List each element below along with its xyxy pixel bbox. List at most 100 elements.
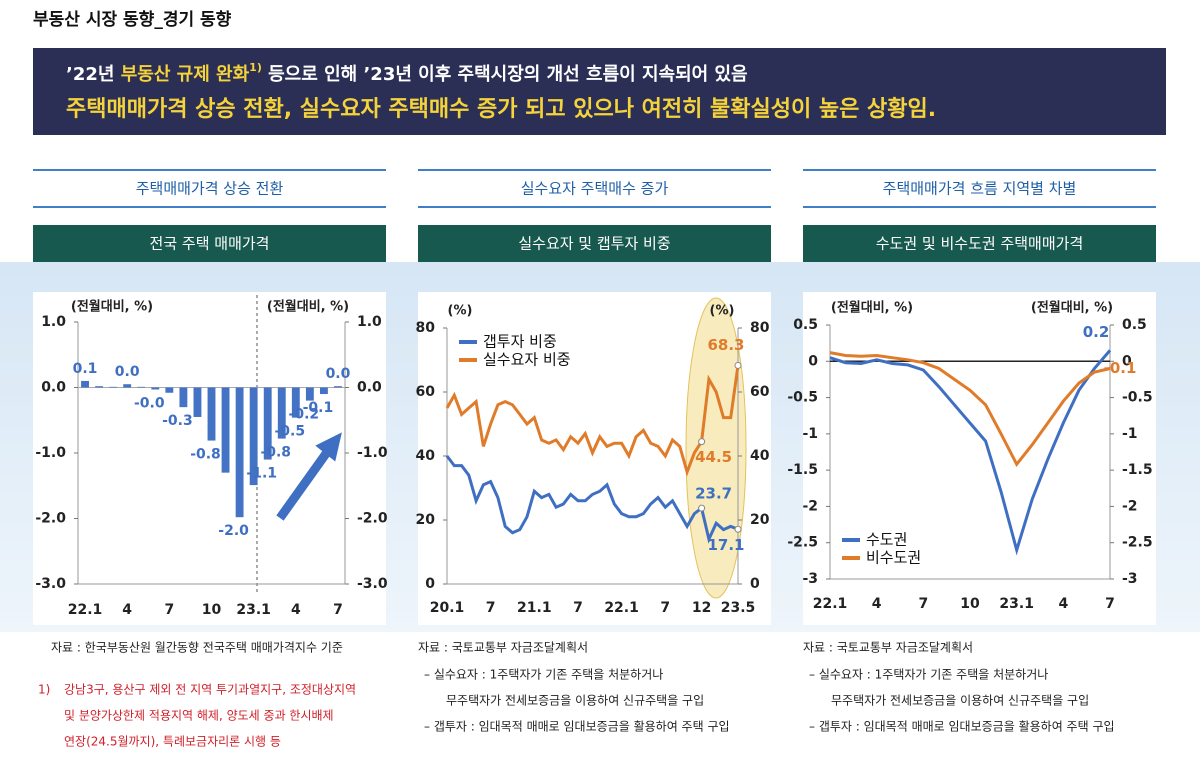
y-tick-label: 0 <box>808 353 818 369</box>
y-tick-label: 80 <box>416 320 436 336</box>
x-tick-label: 20.1 <box>430 600 465 616</box>
note-line: – 실수요자 : 1주택자가 기존 주택을 처분하거나 <box>809 668 1048 682</box>
trend-arrow <box>276 445 334 521</box>
y-tick-label: -0.5 <box>787 390 818 406</box>
charts: (전월대비, %) (전월대비, %) 1.0 0.0 -1.0 -2.0 -3.0 1.0 0… <box>35 299 1152 619</box>
y2-tick-label: 0.0 <box>357 380 382 396</box>
x-tick-label: 4 <box>872 596 882 612</box>
y-tick-label: 20 <box>416 512 436 528</box>
bar <box>305 387 314 401</box>
y2-tick-label: 0.5 <box>1122 317 1147 333</box>
subtitle: 전국 주택 매매가격 <box>150 235 270 253</box>
x-tick-label: 12 <box>692 600 711 616</box>
y-tick-label: 0.0 <box>41 380 66 396</box>
y-tick-label: -3 <box>802 571 818 587</box>
bar <box>263 387 272 460</box>
y-axis-label: (전월대비, %) <box>71 299 153 315</box>
point <box>698 504 706 512</box>
x-tick-label: 10 <box>202 602 222 618</box>
y2-tick-label: 60 <box>750 384 770 400</box>
data-label: -0.8 <box>260 445 291 461</box>
x-tick-label: 22.1 <box>604 600 639 616</box>
page-title: 부동산 시장 동향_경기 동향 <box>33 9 232 30</box>
y2-tick-label: -1.0 <box>357 445 388 461</box>
note-line: – 갭투자 : 임대목적 매매로 임대보증금을 활용하여 주택 구입 <box>424 720 730 734</box>
data-label: -0.2 <box>289 407 320 423</box>
series-line <box>829 349 1112 556</box>
y-tick-label: 60 <box>416 384 436 400</box>
bar <box>319 387 328 395</box>
data-label: -0.8 <box>190 447 221 463</box>
data-label: 0.0 <box>326 366 351 382</box>
bar <box>109 386 118 388</box>
banner <box>33 48 1166 135</box>
data-label: -0.1 <box>1104 359 1137 377</box>
section-title: 주택매매가격 상승 전환 <box>136 180 284 198</box>
subtitle-bar <box>803 225 1156 262</box>
data-label: -0.5 <box>275 424 306 440</box>
footnote-line: 연장(24.5월까지), 특례보금자리론 시행 등 <box>64 734 281 749</box>
highlight-ellipse <box>685 297 747 599</box>
data-label: 0.0 <box>115 364 140 380</box>
bar <box>137 386 146 388</box>
legend-label: 갭투자 비중 <box>483 333 557 351</box>
subtitle: 실수요자 및 캡투자 비중 <box>518 235 670 253</box>
x-tick-label: 7 <box>333 602 343 618</box>
y-tick-label: 40 <box>416 448 436 464</box>
y2-tick-label: -1.5 <box>1122 462 1153 478</box>
subtitle-bar <box>33 225 386 262</box>
subtitle-bar <box>418 225 771 262</box>
x-tick-label: 10 <box>960 596 980 612</box>
note-line: 무주택자가 전세보증금을 이용하여 신규주택을 구입 <box>446 694 704 708</box>
point <box>734 525 742 533</box>
data-label: -2.0 <box>218 523 249 539</box>
y2-tick-label: 1.0 <box>357 314 382 330</box>
bar <box>291 387 300 418</box>
notes: 자료 : 한국부동산원 월간동향 전국주택 매매가격지수 기준 자료 : 국토교통… <box>38 641 1115 749</box>
data-label: 0.2 <box>1083 323 1110 341</box>
banner-superscript: 1) <box>249 61 262 74</box>
bar <box>123 384 132 388</box>
bar <box>151 387 160 390</box>
legend-label: 비수도권 <box>866 549 921 567</box>
note-line: – 갭투자 : 임대목적 매매로 임대보증금을 활용하여 주택 구입 <box>809 720 1115 734</box>
x-tick-label: 7 <box>164 602 174 618</box>
bar <box>277 387 286 439</box>
y2-axis-label: (전월대비, %) <box>1031 300 1113 316</box>
y2-tick-label: -1 <box>1122 426 1138 442</box>
note-line: 무주택자가 전세보증금을 이용하여 신규주택을 구입 <box>831 694 1089 708</box>
x-tick-label: 7 <box>486 600 496 616</box>
footnote-line: 및 분양가상한제 적용지역 해제, 양도세 중과 한시배제 <box>64 709 334 723</box>
subtitle: 수도권 및 비수도권 주택매매가격 <box>876 235 1084 253</box>
bar <box>81 380 89 388</box>
data-label: 0.1 <box>73 361 98 377</box>
x-tick-label: 4 <box>291 602 301 618</box>
footnote-line: 강남3구, 용산구 제외 전 지역 투기과열지구, 조정대상지역 <box>64 683 356 697</box>
trend-arrow-head <box>315 432 342 462</box>
y-tick-label: -3.0 <box>35 576 66 592</box>
x-tick-label: 4 <box>1058 596 1068 612</box>
series-line <box>445 365 740 477</box>
source: 자료 : 국토교통부 자금조달계획서 <box>418 641 588 655</box>
y2-tick-label: -0.5 <box>1122 390 1153 406</box>
x-tick-label: 23.5 <box>721 600 756 616</box>
y-tick-label: 0.5 <box>793 317 818 333</box>
bar <box>193 387 202 417</box>
legend-label: 수도권 <box>866 531 907 549</box>
footnote-marker: 1) <box>38 683 50 697</box>
x-tick-label: 23.1 <box>236 602 271 618</box>
data-label: -1.1 <box>246 466 277 482</box>
bar <box>165 387 174 393</box>
section-title: 주택매매가격 흐름 지역별 차별 <box>883 180 1077 198</box>
y2-tick-label: -3.0 <box>357 576 388 592</box>
x-tick-label: 21.1 <box>517 600 552 616</box>
y-tick-label: 1.0 <box>41 314 66 330</box>
y-tick-label: -2.0 <box>35 511 66 527</box>
y2-tick-label: 0 <box>1122 353 1132 369</box>
x-tick-label: 22.1 <box>813 596 848 612</box>
y2-axis-label: (전월대비, %) <box>267 299 349 315</box>
banner-line1: ’22년 부동산 규제 완화1) 등으로 인해 ’23년 이후 주택시장의 개선… <box>66 61 748 85</box>
y-tick-label: -1 <box>802 426 818 442</box>
